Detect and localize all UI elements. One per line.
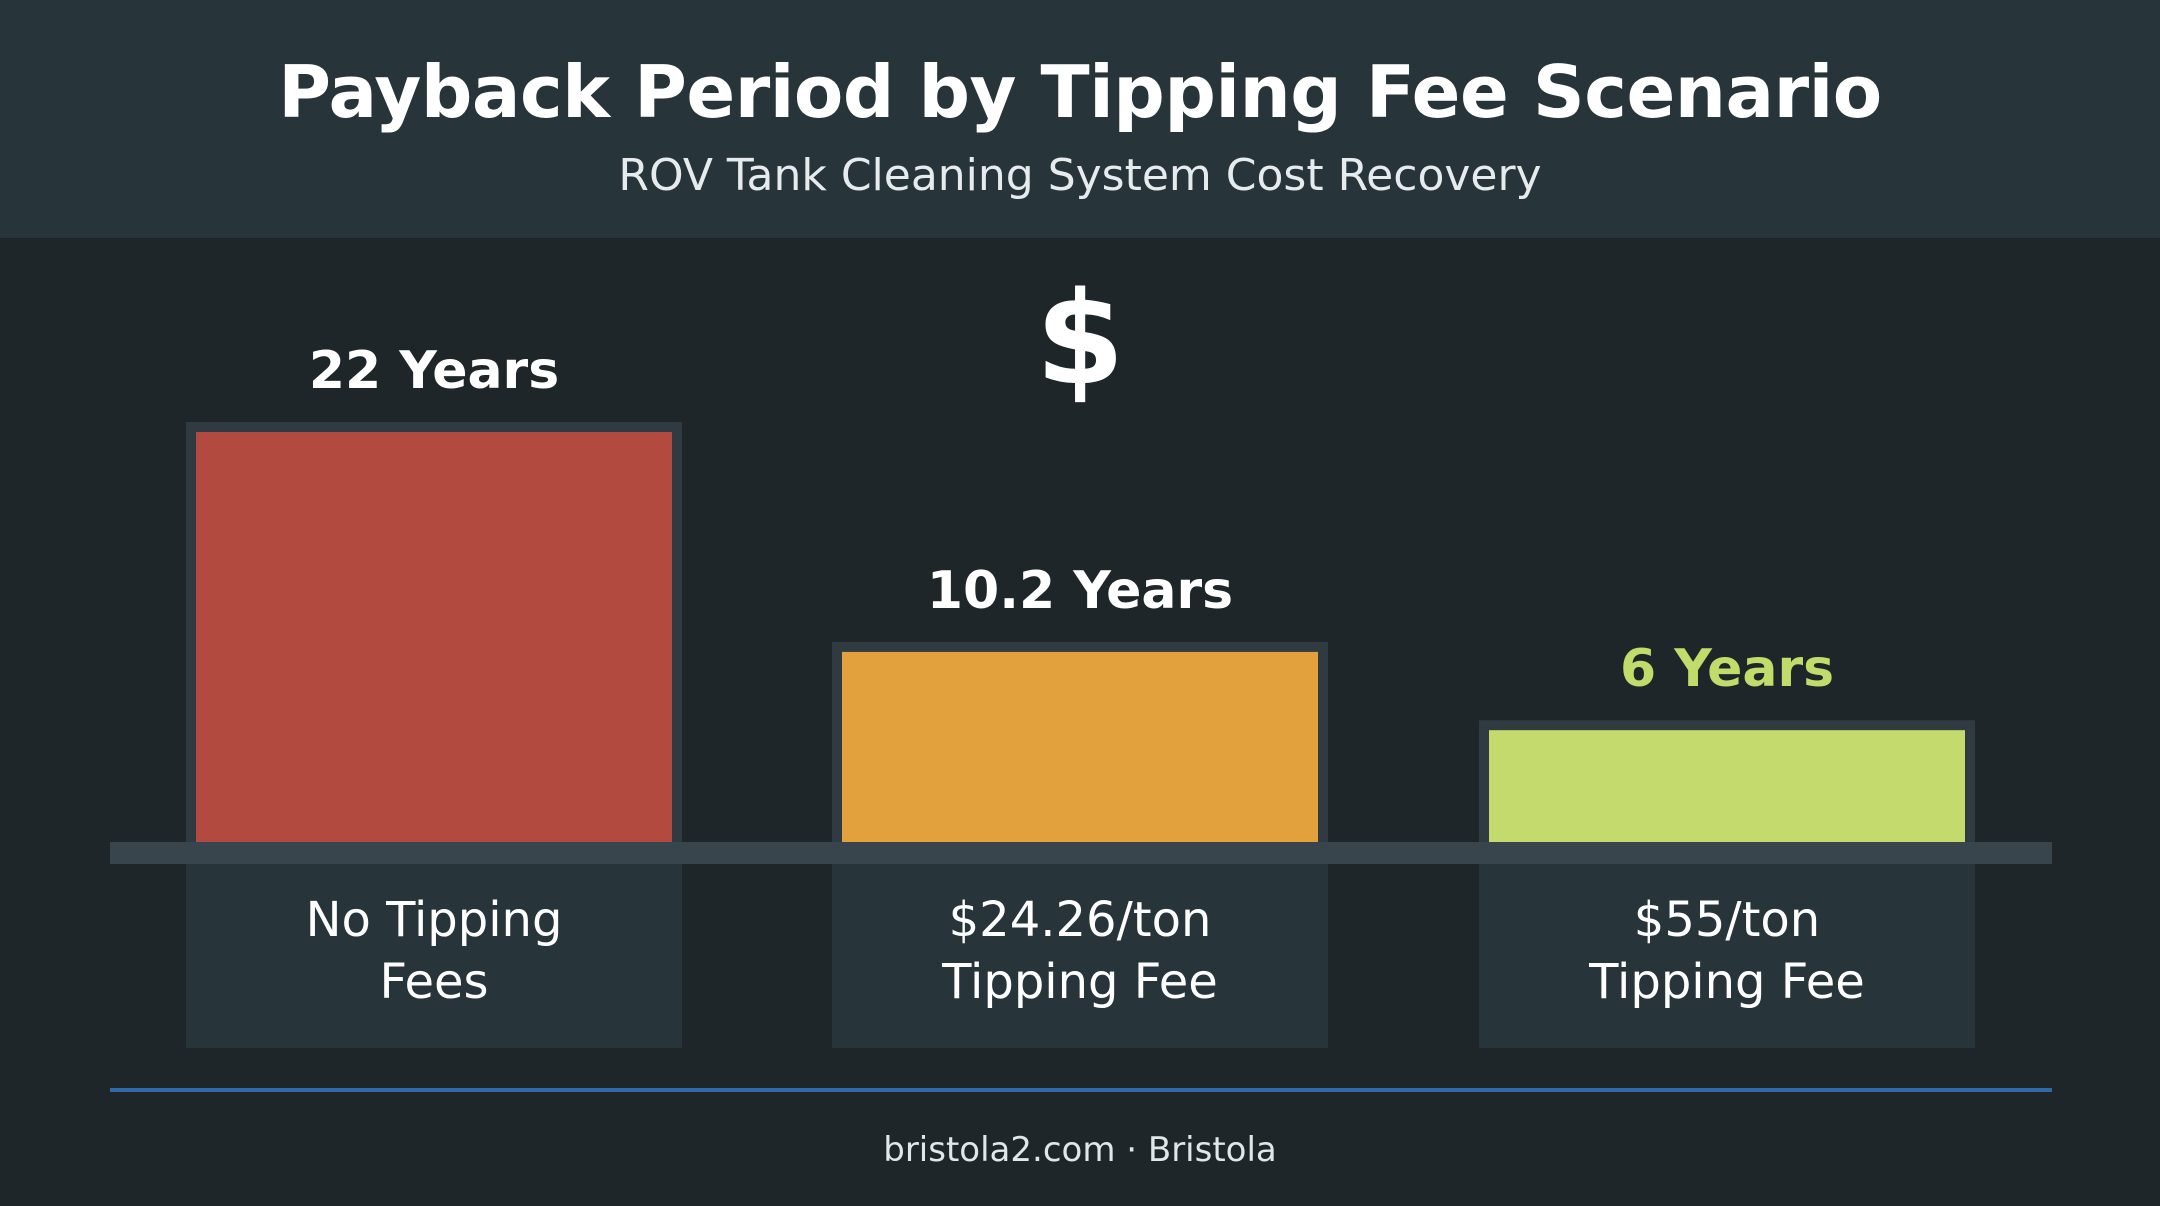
- category-label: $55/ton: [1634, 892, 1820, 948]
- bar: [1489, 730, 1965, 842]
- category-label-box: [832, 864, 1328, 1048]
- category-label-box: [186, 864, 682, 1048]
- category-label-box: [1479, 864, 1975, 1048]
- category-label: Tipping Fee: [941, 954, 1218, 1010]
- header-band: [0, 0, 2160, 238]
- data-label: 22 Years: [309, 341, 559, 401]
- bar: [842, 651, 1318, 842]
- category-label: No Tipping: [306, 892, 563, 948]
- data-label: 6 Years: [1620, 639, 1834, 699]
- footer-divider: [110, 1088, 2052, 1092]
- chart-title: Payback Period by Tipping Fee Scenario: [278, 50, 1882, 134]
- category-label: $24.26/ton: [949, 892, 1212, 948]
- bar: [196, 432, 672, 842]
- category-label: Tipping Fee: [1588, 954, 1865, 1010]
- dollar-sign-icon: $: [1035, 265, 1125, 414]
- category-label: Fees: [379, 954, 488, 1010]
- chart-baseline: [110, 842, 2052, 864]
- data-label: 10.2 Years: [927, 561, 1233, 621]
- footer-credit: bristola2.com · Bristola: [883, 1130, 1277, 1170]
- chart-subtitle: ROV Tank Cleaning System Cost Recovery: [618, 150, 1542, 201]
